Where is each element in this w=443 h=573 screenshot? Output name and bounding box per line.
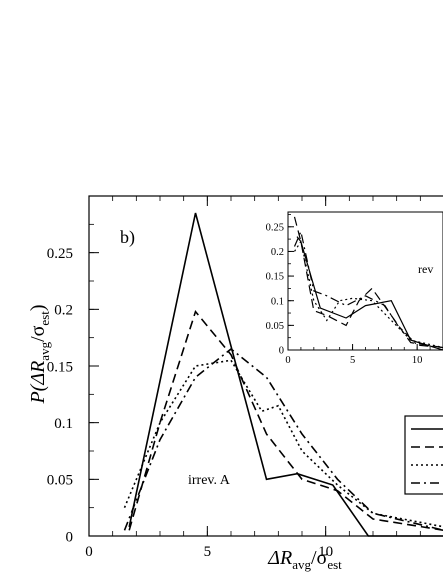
y-tick-label: 0.2	[54, 303, 73, 319]
x-tick-label: 0	[285, 355, 290, 366]
y-tick-label: 0.15	[47, 359, 73, 375]
y-tick-label: 0.2	[271, 247, 284, 258]
x-tick-label: 5	[350, 355, 355, 366]
x-tick-label: 0	[85, 544, 93, 560]
y-axis-label: P(ΔRavg/σest)	[27, 304, 52, 404]
y-tick-label: 0	[66, 529, 74, 545]
y-tick-label: 0.15	[266, 272, 284, 283]
series-line-dotted	[293, 240, 443, 349]
y-tick-label: 0.1	[271, 296, 284, 307]
y-tick-label: 0.05	[47, 473, 73, 489]
x-tick-label: 5	[204, 544, 212, 560]
y-axis-label-post: )	[27, 304, 49, 311]
main-x-ticks: 0 5 10	[85, 196, 421, 560]
inset-lines	[293, 216, 443, 351]
x-axis-label: ΔRavg/σest	[267, 547, 342, 572]
irrev-annotation: irrev. A	[188, 473, 231, 488]
x-axis-label-sub: avg	[292, 557, 311, 572]
inset-plot: 0 5 10 0 0.05 0.1 0.15 0.2 0.25 rev	[266, 211, 443, 366]
inset-background	[288, 212, 443, 350]
series-line-solid	[296, 236, 443, 351]
legend	[404, 415, 443, 495]
inset-x-ticks: 0 5 10	[285, 344, 443, 366]
x-tick-label: 10	[412, 355, 423, 366]
y-tick-label: 0.25	[47, 246, 73, 262]
x-axis-label-sub2: est	[327, 557, 342, 572]
x-tick-label: 10	[318, 544, 333, 560]
rev-annotation: rev	[418, 262, 433, 276]
y-axis-label-sub: avg	[37, 341, 52, 360]
main-plot: 0 5 10 00.050.10.150.20.25 b) irrev. A ΔRa…	[27, 195, 443, 572]
x-axis-label-main: ΔR	[267, 547, 292, 569]
series-line-dash-dot	[123, 347, 443, 531]
main-y-ticks: 0 0.05 0.1 0.15 0.2 0.25	[47, 195, 99, 545]
y-axis-label-sep: /σ	[27, 325, 49, 342]
y-axis-label-pre: P(ΔR	[27, 361, 49, 405]
y-axis-label-sub2: est	[37, 311, 52, 326]
series-line-dashed	[128, 309, 443, 531]
y-tick-label: 0.1	[54, 416, 73, 432]
series-line-dotted	[123, 359, 443, 528]
panel-label: b)	[120, 227, 135, 248]
inset-y-ticks: 0 0.05 0.1 0.15 0.2 0.25	[266, 214, 294, 357]
series-line-dash-dot	[293, 229, 443, 349]
x-axis-label-sep: /σ	[311, 547, 328, 569]
y-tick-label: 0	[279, 346, 284, 357]
y-tick-label: 0.25	[266, 222, 284, 233]
y-tick-label: 0.05	[266, 321, 284, 332]
